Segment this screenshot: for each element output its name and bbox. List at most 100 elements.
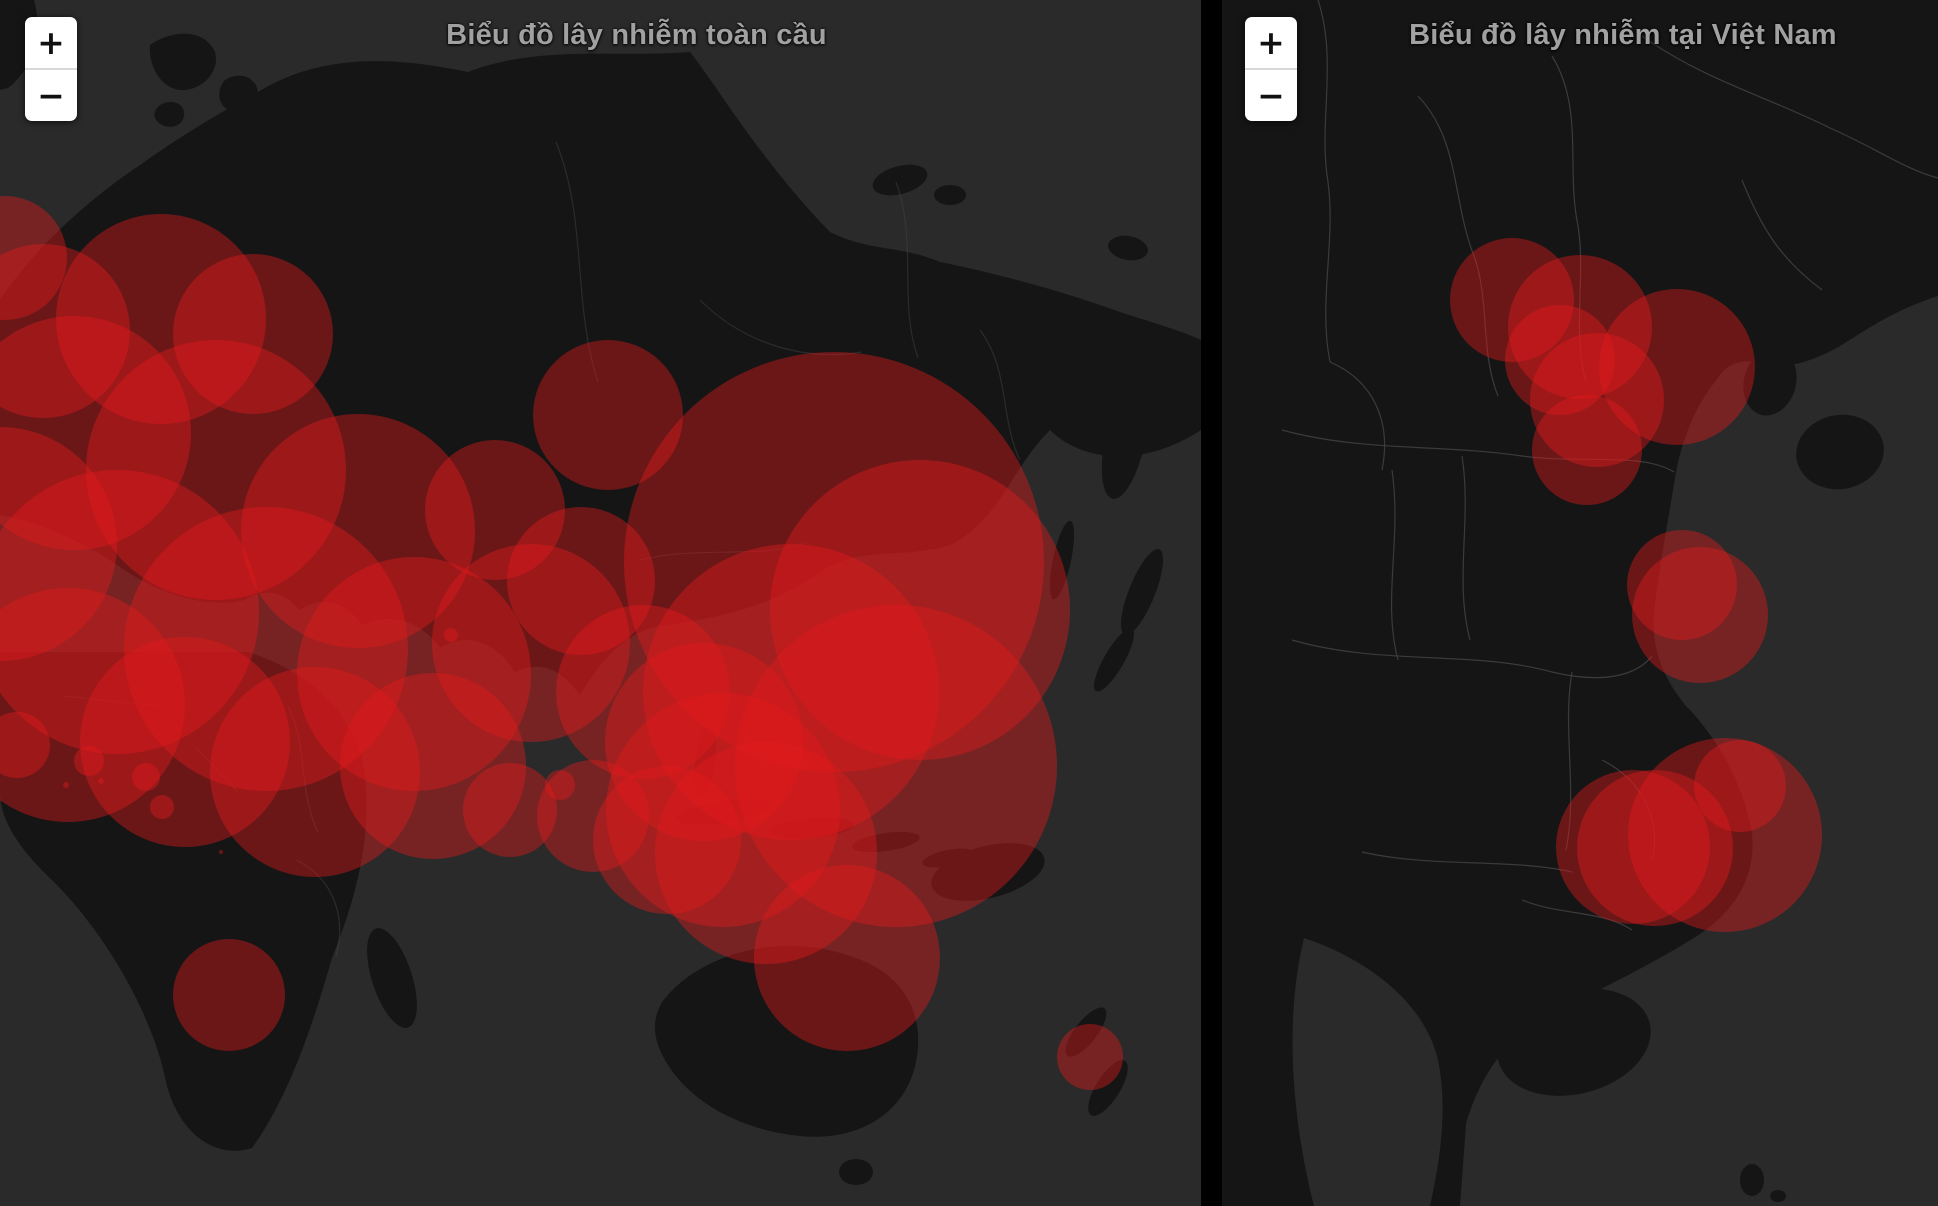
infection-bubble[interactable] [0, 196, 67, 320]
infection-bubble[interactable] [98, 778, 104, 784]
landmass [154, 102, 185, 127]
infection-bubble[interactable] [463, 763, 557, 857]
zoom-in-button[interactable]: + [1245, 17, 1297, 70]
island [367, 928, 417, 1028]
infection-bubble[interactable] [770, 460, 1070, 760]
infection-bubble[interactable] [1627, 530, 1737, 640]
infection-bubble[interactable] [556, 605, 730, 779]
infection-bubble[interactable] [624, 352, 1044, 772]
island [1108, 235, 1148, 261]
infection-bubble[interactable] [1530, 333, 1664, 467]
landmass [1222, 0, 1938, 1206]
zoom-control: + − [25, 17, 77, 121]
infection-bubble[interactable] [173, 254, 333, 414]
infection-bubble[interactable] [56, 214, 266, 424]
map-canvas-global[interactable] [0, 0, 1201, 1206]
infection-bubbles-layer [0, 196, 1123, 1090]
panel-divider [1201, 0, 1222, 1206]
island [1770, 1190, 1786, 1202]
island [839, 1159, 873, 1185]
landmass [149, 33, 216, 91]
zoom-in-button[interactable]: + [25, 17, 77, 70]
island [931, 843, 1045, 901]
infection-bubble[interactable] [0, 712, 50, 778]
infection-bubble[interactable] [1508, 255, 1652, 399]
infection-bubble[interactable] [63, 782, 69, 788]
island [770, 817, 854, 839]
island [1065, 1007, 1107, 1057]
infection-bubble[interactable] [0, 244, 130, 418]
country-borders [63, 141, 1021, 957]
infection-bubble[interactable] [132, 763, 160, 791]
infection-bubble[interactable] [537, 760, 649, 872]
infection-bubble[interactable] [340, 673, 526, 859]
gulf [1292, 938, 1443, 1206]
infection-bubble[interactable] [606, 693, 840, 927]
island [852, 831, 920, 853]
map-canvas-vietnam[interactable] [1222, 0, 1938, 1206]
river-delta [1497, 988, 1651, 1096]
province-borders [1281, 0, 1938, 931]
peninsula [1101, 381, 1149, 499]
infection-bubble[interactable] [86, 340, 346, 600]
zoom-out-button[interactable]: − [1257, 76, 1285, 115]
infection-bubble[interactable] [80, 637, 290, 847]
infection-bubble[interactable] [643, 544, 939, 840]
infection-bubble[interactable] [444, 628, 458, 642]
island [693, 726, 717, 798]
island [872, 164, 928, 196]
infection-bubble[interactable] [173, 939, 285, 1051]
infection-bubble[interactable] [210, 667, 420, 877]
infection-bubble[interactable] [0, 470, 259, 754]
infection-bubble[interactable] [1577, 770, 1733, 926]
infection-bubble[interactable] [1628, 738, 1822, 932]
island [1740, 1164, 1764, 1196]
island [1049, 520, 1075, 600]
infection-bubble[interactable] [1694, 740, 1786, 832]
infection-bubble[interactable] [1450, 238, 1574, 362]
infection-bubble[interactable] [0, 316, 191, 550]
zoom-control: + − [1245, 17, 1297, 121]
infection-bubble[interactable] [1599, 289, 1755, 445]
infection-bubble[interactable] [1632, 547, 1768, 683]
infection-bubble[interactable] [507, 507, 655, 655]
infection-bubble[interactable] [1505, 305, 1615, 415]
infection-bubble[interactable] [0, 588, 185, 822]
infection-bubble[interactable] [297, 557, 531, 791]
landmass-layer [1222, 0, 1938, 1206]
island [1775, 347, 1789, 357]
infection-bubble[interactable] [605, 643, 803, 841]
infection-bubbles-layer [1450, 238, 1822, 932]
landmass [654, 945, 919, 1137]
infection-bubble[interactable] [425, 440, 565, 580]
infection-bubble[interactable] [533, 340, 683, 490]
island [922, 848, 974, 868]
infection-bubble[interactable] [1057, 1024, 1123, 1090]
map-title-global: Biểu đồ lây nhiễm toàn cầu [446, 19, 827, 51]
landmass-layer [0, 0, 1201, 1185]
infection-bubble[interactable] [655, 742, 877, 964]
infection-bubble[interactable] [545, 770, 575, 800]
infection-bubble[interactable] [124, 507, 408, 791]
infection-bubble[interactable] [219, 850, 223, 854]
infection-bubble[interactable] [150, 795, 174, 819]
infection-bubble[interactable] [754, 865, 940, 1051]
map-panel-global: Biểu đồ lây nhiễm toàn cầu + − [0, 0, 1201, 1206]
landmass [0, 52, 1201, 695]
infection-bubble[interactable] [74, 746, 104, 776]
infection-bubble[interactable] [593, 766, 741, 914]
landmass [0, 652, 367, 1151]
island [1088, 1060, 1128, 1116]
infection-bubble[interactable] [735, 605, 1057, 927]
island [1094, 628, 1134, 692]
infection-bubble[interactable] [1532, 395, 1642, 505]
island [1796, 414, 1884, 490]
infection-bubble[interactable] [241, 414, 475, 648]
infection-bubble[interactable] [0, 427, 117, 661]
infection-bubble[interactable] [1556, 770, 1710, 924]
island [1120, 549, 1164, 635]
zoom-out-button[interactable]: − [37, 76, 65, 115]
map-panel-vietnam: Biểu đồ lây nhiễm tại Việt Nam + − [1222, 0, 1938, 1206]
infection-bubble[interactable] [432, 544, 630, 742]
